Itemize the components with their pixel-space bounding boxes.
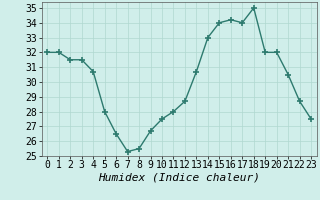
X-axis label: Humidex (Indice chaleur): Humidex (Indice chaleur) (98, 173, 260, 183)
